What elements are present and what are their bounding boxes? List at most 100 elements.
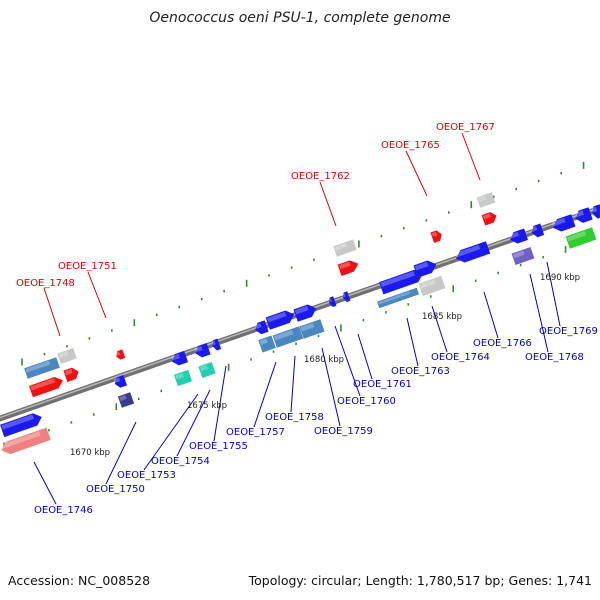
cds-blue-1761[interactable]	[342, 291, 351, 303]
gene-label-OEOE_1753[interactable]: OEOE_1753	[117, 470, 176, 481]
gene-label-OEOE_1762[interactable]: OEOE_1762	[291, 171, 350, 182]
gene-label-OEOE_1748[interactable]: OEOE_1748	[16, 278, 75, 289]
cds-red-1765[interactable]	[430, 229, 443, 243]
cds-red-1748[interactable]	[28, 375, 65, 398]
gene-label-OEOE_1757[interactable]: OEOE_1757	[226, 427, 285, 438]
gene-label-OEOE_1763[interactable]: OEOE_1763	[391, 366, 450, 377]
cds-gray-1762[interactable]	[333, 239, 357, 257]
gene-label-OEOE_1768[interactable]: OEOE_1768	[525, 352, 584, 363]
cds-blue-1753-highlight	[171, 353, 180, 361]
cds-steel-1759[interactable]	[299, 319, 325, 339]
cds-blue-1768-highlight	[509, 231, 520, 239]
cds-steel-1757-body	[258, 335, 276, 353]
cds-gray-1767[interactable]	[476, 192, 496, 208]
cds-steel-1748[interactable]	[24, 357, 60, 379]
cds-blue-1769b[interactable]	[573, 207, 593, 225]
cds-gray-1764[interactable]	[418, 275, 446, 297]
cds-steel-1748-body	[24, 357, 60, 379]
cds-green-1769[interactable]	[565, 227, 597, 249]
tick-marks	[3, 161, 585, 450]
cds-blue-1758-highlight	[266, 311, 287, 323]
cds-red-1765-body	[430, 230, 442, 243]
cds-red-1767[interactable]	[481, 210, 499, 226]
gene-label-OEOE_1759[interactable]: OEOE_1759	[314, 426, 373, 437]
cds-blue-1763[interactable]	[379, 268, 425, 295]
cds-steel-1759-highlight	[300, 322, 315, 332]
cds-purple-1768[interactable]	[511, 247, 535, 265]
leader-red-0	[43, 287, 61, 337]
cds-steel-1763[interactable]	[377, 287, 419, 309]
cds-cyan-1753[interactable]	[173, 369, 193, 387]
cds-blue-1769b-highlight	[574, 210, 585, 218]
cds-navy-1750-body	[117, 392, 135, 408]
gene-label-OEOE_1746[interactable]: OEOE_1746	[34, 505, 93, 516]
cds-blue-1770-highlight	[591, 206, 598, 213]
leader-blue-8	[334, 325, 361, 397]
cds-blue-1758[interactable]	[265, 308, 297, 330]
gene-label-OEOE_1760[interactable]: OEOE_1760	[337, 396, 396, 407]
gene-label-OEOE_1765[interactable]: OEOE_1765	[381, 140, 440, 151]
cds-red-1751[interactable]	[115, 349, 126, 360]
leader-red-2	[319, 181, 337, 227]
cds-pink-1746[interactable]	[0, 427, 51, 457]
cds-gray-1764-highlight	[419, 279, 436, 289]
cds-green-1769-highlight	[566, 230, 587, 242]
cds-blue-1770[interactable]	[590, 204, 600, 220]
leader-red-4	[461, 132, 481, 181]
cds-blue-1768[interactable]	[508, 228, 529, 246]
gene-label-OEOE_1750[interactable]: OEOE_1750	[86, 484, 145, 495]
leader-blue-4	[213, 365, 227, 442]
cds-purple-1768-body	[511, 247, 535, 265]
cds-blue-1746[interactable]	[0, 411, 44, 438]
accession-text: Accession: NC_008528	[8, 573, 151, 588]
cds-blue-1757-highlight	[254, 323, 262, 329]
gene-label-OEOE_1754[interactable]: OEOE_1754	[151, 456, 210, 467]
cds-cyan-1754-body	[198, 362, 216, 378]
gene-label-OEOE_1751[interactable]: OEOE_1751	[58, 261, 117, 272]
cds-blue-1755[interactable]	[211, 338, 222, 352]
cds-gray-1767-body	[476, 192, 496, 208]
cds-blue-1770-body	[592, 204, 600, 219]
cds-blue-1753[interactable]	[170, 350, 189, 367]
gene-labels-top: OEOE_1748 OEOE_1751 OEOE_1762 OEOE_1765 …	[16, 122, 495, 289]
cds-blue-1758b[interactable]	[293, 302, 318, 322]
cds-blue-1758b-body	[293, 304, 317, 322]
cds-red-1749b[interactable]	[63, 366, 80, 382]
cds-cyan-1754[interactable]	[198, 362, 216, 378]
gene-label-OEOE_1766[interactable]: OEOE_1766	[473, 338, 532, 349]
cds-steel-1758[interactable]	[272, 326, 304, 348]
cds-blue-1763-highlight	[380, 271, 415, 288]
cds-blue-1760[interactable]	[328, 296, 337, 308]
cds-red-1762-body	[337, 260, 359, 276]
cds-purple-1768-highlight	[512, 250, 525, 259]
cds-navy-1750[interactable]	[117, 392, 135, 408]
cds-steel-1757[interactable]	[258, 335, 276, 353]
cds-blue-1768b[interactable]	[530, 223, 545, 239]
gene-labels-bottom: OEOE_1746 OEOE_1750 OEOE_1753 OEOE_1754 …	[34, 326, 598, 516]
gene-label-OEOE_1767[interactable]: OEOE_1767	[436, 122, 495, 133]
gene-label-OEOE_1755[interactable]: OEOE_1755	[189, 441, 248, 452]
cds-blue-1766[interactable]	[454, 241, 491, 265]
cds-blue-1764[interactable]	[413, 258, 438, 278]
map-title: Oenococcus oeni PSU-1, complete genome	[149, 10, 451, 26]
cds-blue-1754[interactable]	[193, 343, 211, 359]
gene-label-OEOE_1769[interactable]: OEOE_1769	[539, 326, 598, 337]
cds-blue-1757[interactable]	[253, 320, 269, 335]
cds-gray-1749[interactable]	[57, 347, 77, 365]
cds-blue-1769[interactable]	[550, 214, 576, 234]
cds-red-1749b-body	[63, 367, 79, 382]
cds-blue-1754-body	[195, 343, 211, 358]
scale-label-1670: 1670 kbp	[70, 448, 110, 458]
scale-label-1690: 1690 kbp	[540, 273, 580, 283]
leader-blue-7	[321, 347, 341, 427]
cds-red-1762[interactable]	[337, 258, 361, 276]
gene-label-OEOE_1758[interactable]: OEOE_1758	[265, 412, 324, 423]
cds-steel-1763-body	[377, 287, 419, 309]
gene-label-OEOE_1761[interactable]: OEOE_1761	[353, 379, 412, 390]
cds-red-1748-highlight	[30, 378, 56, 391]
leader-blue-10	[406, 317, 419, 367]
cds-red-1762-highlight	[338, 261, 351, 270]
cds-blue-1750[interactable]	[113, 374, 128, 389]
gene-label-OEOE_1764[interactable]: OEOE_1764	[431, 352, 490, 363]
